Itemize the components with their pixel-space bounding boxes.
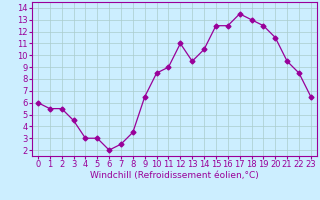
X-axis label: Windchill (Refroidissement éolien,°C): Windchill (Refroidissement éolien,°C) [90, 171, 259, 180]
